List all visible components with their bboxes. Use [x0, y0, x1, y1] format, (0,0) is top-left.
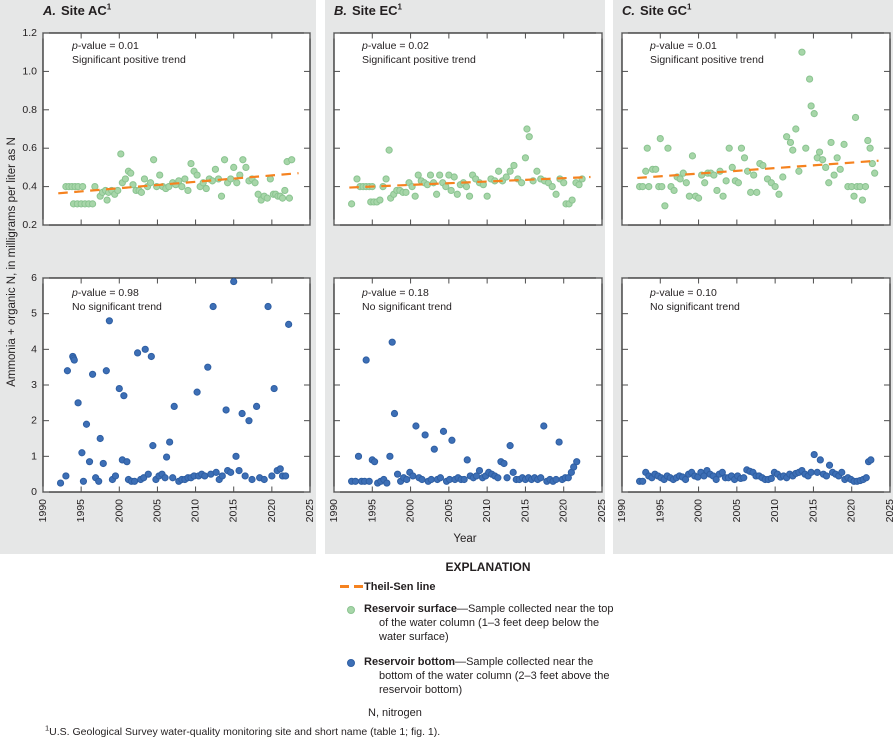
p-value-text: -value = 0.18 [367, 287, 429, 299]
chart-ac-bottom: 1990 1995 2000 2005 2010 2015 2020 2025 0 1 2 3 4 5 6 [31, 272, 316, 523]
svg-text:2010: 2010 [481, 499, 493, 523]
legend-title: EXPLANATION [445, 560, 531, 574]
legend: EXPLANATION Theil-Sen line Reservoir sur… [338, 560, 638, 720]
p-value-text: -value = 0.98 [77, 287, 139, 299]
p-value-text: -value = 0.02 [367, 40, 429, 52]
p-value-label: p [650, 287, 656, 299]
chart-ec-bottom: 1990 1995 2000 2005 2010 2015 2020 2025 [328, 277, 605, 523]
panel-title-site-gc: C. Site GC1 [622, 3, 691, 18]
annotation-ac-bottom: p-value = 0.98 No significant trend [72, 286, 162, 314]
svg-text:2000: 2000 [113, 499, 125, 523]
legend-label: Theil-Sen line [364, 581, 436, 593]
p-value-text: -value = 0.01 [655, 40, 717, 52]
svg-text:1990: 1990 [616, 499, 628, 523]
p-value-label: p [650, 40, 656, 52]
p-value-text: -value = 0.01 [77, 40, 139, 52]
svg-text:1990: 1990 [37, 499, 49, 523]
p-value-label: p [72, 40, 78, 52]
annotation-gc-bottom: p-value = 0.10 No significant trend [650, 286, 740, 314]
trend-text: Significant positive trend [650, 54, 764, 66]
p-value-label: p [362, 40, 368, 52]
svg-text:2015: 2015 [807, 499, 819, 523]
svg-text:2015: 2015 [228, 499, 240, 523]
svg-text:2010: 2010 [190, 499, 202, 523]
svg-text:2015: 2015 [519, 499, 531, 523]
panel-letter: A. [43, 3, 56, 18]
panel-title-site-ac: A. Site AC1 [43, 3, 111, 18]
svg-text:2025: 2025 [304, 499, 316, 523]
svg-text:2020: 2020 [558, 499, 570, 523]
panel-site-name: Site AC [61, 3, 107, 18]
svg-text:1.2: 1.2 [22, 27, 37, 39]
svg-text:3: 3 [31, 379, 37, 391]
svg-text:0.8: 0.8 [22, 104, 37, 116]
svg-text:0.4: 0.4 [22, 181, 37, 193]
chart-ac-surface: 0.2 0.4 0.6 0.8 1.0 1.2 [22, 27, 311, 231]
svg-text:1995: 1995 [654, 499, 666, 523]
chart-ec-surface [333, 32, 603, 226]
p-value-label: p [362, 287, 368, 299]
svg-text:1: 1 [31, 450, 37, 462]
footnote-marker: 1 [106, 2, 112, 12]
svg-text:4: 4 [31, 343, 37, 355]
trend-text: No significant trend [650, 301, 740, 313]
legend-description: —Sample collected near the top of the wa… [379, 603, 614, 643]
panel-title-site-ec: B. Site EC1 [334, 3, 402, 18]
svg-text:2025: 2025 [596, 499, 605, 523]
trend-text: Significant positive trend [72, 54, 186, 66]
footnote-marker: 1 [45, 723, 50, 733]
svg-text:2020: 2020 [846, 499, 858, 523]
p-value-text: -value = 0.10 [655, 287, 717, 299]
svg-text:6: 6 [31, 272, 37, 284]
footnote-marker: 1 [397, 2, 402, 12]
surface-marker-icon [347, 606, 355, 614]
trend-text: Significant positive trend [362, 54, 476, 66]
svg-text:2000: 2000 [405, 499, 417, 523]
svg-text:1990: 1990 [328, 499, 340, 523]
svg-text:2000: 2000 [693, 499, 705, 523]
p-value-label: p [72, 287, 78, 299]
svg-text:2005: 2005 [151, 499, 163, 523]
legend-note-nitrogen: N, nitrogen [368, 707, 422, 719]
x-axis-label: Year [453, 533, 477, 545]
legend-item-theil-sen: Theil-Sen line [338, 580, 638, 594]
svg-text:1995: 1995 [366, 499, 378, 523]
svg-text:1.0: 1.0 [22, 65, 37, 77]
panel-letter: B. [334, 3, 347, 18]
svg-text:0.2: 0.2 [22, 219, 37, 231]
svg-text:0: 0 [31, 486, 37, 498]
svg-text:2005: 2005 [443, 499, 455, 523]
svg-text:0.6: 0.6 [22, 142, 37, 154]
panel-letter: C. [622, 3, 635, 18]
panel-site-name: Site GC [640, 3, 687, 18]
chart-gc-bottom: 1990 1995 2000 2005 2010 2015 2020 2025 [616, 277, 893, 523]
legend-item-reservoir-bottom: Reservoir bottom—Sample collected near t… [338, 655, 638, 697]
svg-text:2025: 2025 [884, 499, 893, 523]
svg-text:2010: 2010 [769, 499, 781, 523]
trend-text: No significant trend [362, 301, 452, 313]
svg-text:1995: 1995 [75, 499, 87, 523]
theil-sen-line-icon [339, 583, 363, 588]
trend-text: No significant trend [72, 301, 162, 313]
svg-text:5: 5 [31, 308, 37, 320]
annotation-gc-surface: p-value = 0.01 Significant positive tren… [650, 39, 764, 67]
figure-footnote: 1U.S. Geological Survey water-quality mo… [45, 723, 441, 738]
chart-gc-surface [621, 32, 891, 226]
svg-text:2005: 2005 [731, 499, 743, 523]
legend-label: Reservoir surface [364, 603, 457, 615]
svg-text:2: 2 [31, 415, 37, 427]
footnote-marker: 1 [686, 2, 692, 12]
footnote-text: U.S. Geological Survey water-quality mon… [49, 726, 441, 738]
legend-item-reservoir-surface: Reservoir surface—Sample collected near … [338, 602, 638, 644]
svg-text:2020: 2020 [266, 499, 278, 523]
legend-label: Reservoir bottom [364, 656, 456, 668]
legend-description: —Sample collected near the bottom of the… [379, 656, 610, 696]
annotation-ec-surface: p-value = 0.02 Significant positive tren… [362, 39, 476, 67]
annotation-ac-surface: p-value = 0.01 Significant positive tren… [72, 39, 186, 67]
bottom-marker-icon [347, 659, 355, 667]
annotation-ec-bottom: p-value = 0.18 No significant trend [362, 286, 452, 314]
panel-site-name: Site EC [352, 3, 398, 18]
